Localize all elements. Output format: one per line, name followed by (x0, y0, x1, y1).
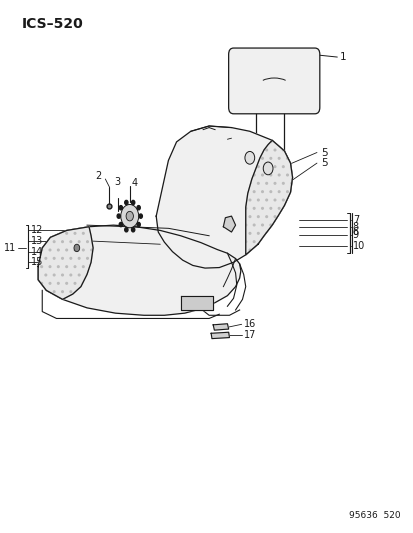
Text: ICS–520: ICS–520 (22, 17, 83, 31)
Circle shape (121, 205, 138, 228)
Text: 15: 15 (31, 257, 43, 267)
Text: 16: 16 (243, 319, 255, 329)
Circle shape (124, 200, 128, 205)
Text: 14: 14 (31, 247, 43, 257)
Polygon shape (38, 225, 240, 316)
Text: 5: 5 (320, 158, 327, 168)
FancyBboxPatch shape (228, 48, 319, 114)
Text: 4: 4 (131, 178, 138, 188)
Circle shape (244, 151, 254, 164)
Text: 1: 1 (339, 52, 345, 62)
Circle shape (263, 162, 272, 175)
Circle shape (117, 214, 120, 218)
Circle shape (119, 222, 122, 227)
Text: 10: 10 (352, 241, 364, 252)
Circle shape (139, 214, 142, 218)
Text: 17: 17 (243, 330, 256, 341)
Circle shape (119, 206, 122, 210)
Polygon shape (211, 332, 229, 338)
Circle shape (74, 244, 79, 252)
Text: 13: 13 (31, 236, 43, 246)
Text: 3: 3 (114, 176, 120, 187)
Text: 7: 7 (352, 215, 358, 225)
Polygon shape (156, 126, 292, 268)
Circle shape (124, 228, 128, 232)
Text: 8: 8 (352, 222, 358, 232)
Text: 12: 12 (31, 225, 43, 236)
Text: 9: 9 (352, 230, 358, 240)
Polygon shape (38, 227, 93, 300)
Text: 11: 11 (4, 243, 16, 253)
Text: 2: 2 (95, 172, 101, 181)
Text: 6: 6 (352, 227, 358, 237)
Polygon shape (180, 296, 213, 310)
Polygon shape (223, 216, 235, 232)
Circle shape (126, 212, 133, 221)
Polygon shape (213, 324, 228, 330)
Polygon shape (245, 140, 292, 255)
Circle shape (137, 206, 140, 210)
Circle shape (137, 222, 140, 227)
Text: 5: 5 (320, 148, 327, 158)
Text: 95636  520: 95636 520 (348, 511, 399, 520)
Circle shape (131, 228, 135, 232)
Circle shape (131, 200, 135, 205)
